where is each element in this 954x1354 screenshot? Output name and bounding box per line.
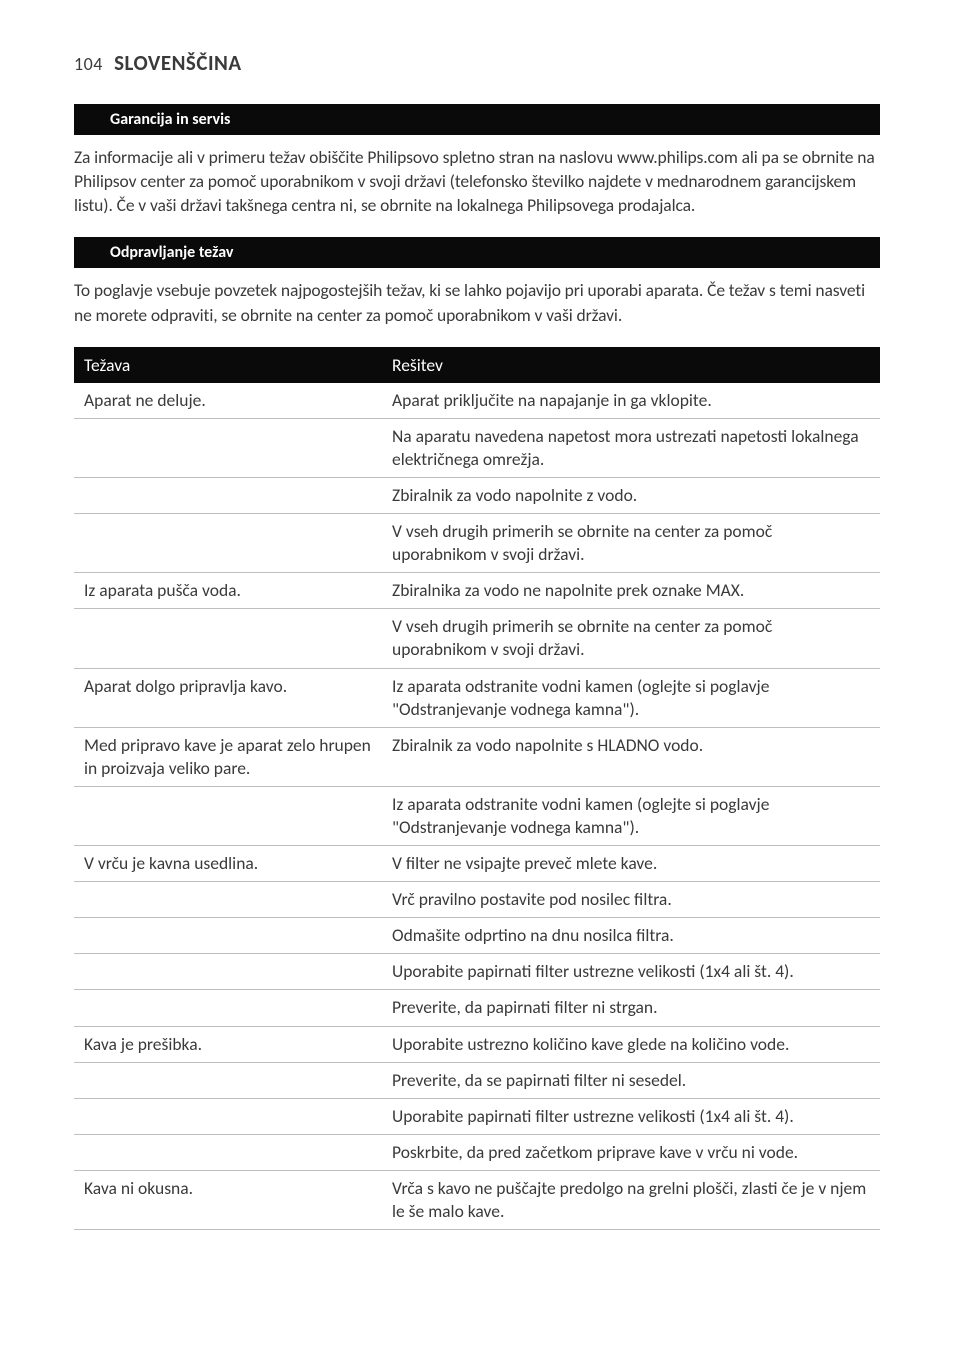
cell-solution: Na aparatu navedena napetost mora ustrez… bbox=[382, 418, 880, 477]
cell-solution: V vseh drugih primerih se obrnite na cen… bbox=[382, 514, 880, 573]
cell-problem: V vrču je kavna usedlina. bbox=[74, 846, 382, 882]
cell-problem: Aparat ne deluje. bbox=[74, 383, 382, 419]
table-row: Odmašite odprtino na dnu nosilca filtra. bbox=[74, 918, 880, 954]
cell-problem: Kava ni okusna. bbox=[74, 1170, 382, 1229]
cell-problem bbox=[74, 954, 382, 990]
table-row: V vseh drugih primerih se obrnite na cen… bbox=[74, 609, 880, 668]
table-row: Med pripravo kave je aparat zelo hrupen … bbox=[74, 727, 880, 786]
column-header-solution: Rešitev bbox=[382, 347, 880, 383]
table-row: Uporabite papirnati filter ustrezne veli… bbox=[74, 1098, 880, 1134]
table-row: Vrč pravilno postavite pod nosilec filtr… bbox=[74, 882, 880, 918]
cell-solution: Preverite, da papirnati filter ni strgan… bbox=[382, 990, 880, 1026]
cell-problem: Iz aparata pušča voda. bbox=[74, 573, 382, 609]
cell-problem bbox=[74, 1062, 382, 1098]
cell-solution: Vrč pravilno postavite pod nosilec filtr… bbox=[382, 882, 880, 918]
cell-problem bbox=[74, 477, 382, 513]
cell-problem: Aparat dolgo pripravlja kavo. bbox=[74, 668, 382, 727]
cell-solution: Aparat priključite na napajanje in ga vk… bbox=[382, 383, 880, 419]
page-header: 104 SLOVENŠČINA bbox=[74, 50, 880, 76]
cell-problem bbox=[74, 882, 382, 918]
table-row: V vrču je kavna usedlina.V filter ne vsi… bbox=[74, 846, 880, 882]
cell-problem bbox=[74, 609, 382, 668]
cell-solution: Iz aparata odstranite vodni kamen (oglej… bbox=[382, 668, 880, 727]
table-row: Na aparatu navedena napetost mora ustrez… bbox=[74, 418, 880, 477]
cell-solution: Zbiralnik za vodo napolnite s HLADNO vod… bbox=[382, 727, 880, 786]
troubleshooting-table: Težava Rešitev Aparat ne deluje.Aparat p… bbox=[74, 347, 880, 1230]
table-row: Preverite, da papirnati filter ni strgan… bbox=[74, 990, 880, 1026]
column-header-problem: Težava bbox=[74, 347, 382, 383]
cell-solution: Poskrbite, da pred začetkom priprave kav… bbox=[382, 1134, 880, 1170]
cell-solution: Vrča s kavo ne puščajte predolgo na grel… bbox=[382, 1170, 880, 1229]
table-row: Uporabite papirnati filter ustrezne veli… bbox=[74, 954, 880, 990]
table-row: Iz aparata odstranite vodni kamen (oglej… bbox=[74, 786, 880, 845]
table-row: Aparat dolgo pripravlja kavo.Iz aparata … bbox=[74, 668, 880, 727]
cell-problem bbox=[74, 990, 382, 1026]
troubleshooting-body: To poglavje vsebuje povzetek najpogostej… bbox=[74, 278, 880, 326]
cell-solution: Uporabite ustrezno količino kave glede n… bbox=[382, 1026, 880, 1062]
cell-solution: V vseh drugih primerih se obrnite na cen… bbox=[382, 609, 880, 668]
cell-problem bbox=[74, 514, 382, 573]
table-row: Aparat ne deluje.Aparat priključite na n… bbox=[74, 383, 880, 419]
cell-problem bbox=[74, 918, 382, 954]
cell-solution: Iz aparata odstranite vodni kamen (oglej… bbox=[382, 786, 880, 845]
cell-solution: V filter ne vsipajte preveč mlete kave. bbox=[382, 846, 880, 882]
cell-problem: Med pripravo kave je aparat zelo hrupen … bbox=[74, 727, 382, 786]
table-row: V vseh drugih primerih se obrnite na cen… bbox=[74, 514, 880, 573]
cell-solution: Zbiralnik za vodo napolnite z vodo. bbox=[382, 477, 880, 513]
cell-solution: Odmašite odprtino na dnu nosilca filtra. bbox=[382, 918, 880, 954]
cell-problem bbox=[74, 786, 382, 845]
cell-solution: Uporabite papirnati filter ustrezne veli… bbox=[382, 954, 880, 990]
cell-problem bbox=[74, 418, 382, 477]
cell-solution: Uporabite papirnati filter ustrezne veli… bbox=[382, 1098, 880, 1134]
language-title: SLOVENŠČINA bbox=[114, 50, 241, 76]
cell-problem: Kava je prešibka. bbox=[74, 1026, 382, 1062]
table-row: Poskrbite, da pred začetkom priprave kav… bbox=[74, 1134, 880, 1170]
table-row: Iz aparata pušča voda.Zbiralnika za vodo… bbox=[74, 573, 880, 609]
table-row: Kava je prešibka.Uporabite ustrezno koli… bbox=[74, 1026, 880, 1062]
table-row: Preverite, da se papirnati filter ni ses… bbox=[74, 1062, 880, 1098]
cell-problem bbox=[74, 1098, 382, 1134]
warranty-body: Za informacije ali v primeru težav obišč… bbox=[74, 145, 880, 217]
page-number: 104 bbox=[74, 53, 103, 75]
cell-solution: Zbiralnika za vodo ne napolnite prek ozn… bbox=[382, 573, 880, 609]
table-row: Kava ni okusna.Vrča s kavo ne puščajte p… bbox=[74, 1170, 880, 1229]
table-header-row: Težava Rešitev bbox=[74, 347, 880, 383]
section-heading-troubleshooting: Odpravljanje težav bbox=[74, 237, 880, 268]
section-heading-warranty: Garancija in servis bbox=[74, 104, 880, 135]
cell-solution: Preverite, da se papirnati filter ni ses… bbox=[382, 1062, 880, 1098]
table-row: Zbiralnik za vodo napolnite z vodo. bbox=[74, 477, 880, 513]
cell-problem bbox=[74, 1134, 382, 1170]
